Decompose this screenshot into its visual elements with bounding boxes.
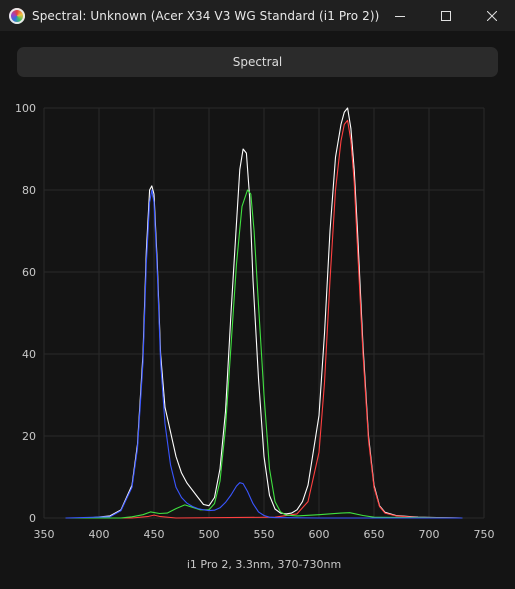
close-icon	[487, 10, 497, 21]
x-tick-label: 700	[419, 528, 440, 541]
chart-series	[65, 107, 463, 519]
series-line-0	[65, 107, 463, 519]
x-tick-label: 750	[474, 528, 495, 541]
y-tick-label: 60	[22, 266, 36, 279]
x-tick-label: 450	[144, 528, 165, 541]
maximize-button[interactable]	[423, 0, 469, 31]
y-axis-ticks: 0 20 40 60 80 100	[15, 102, 36, 525]
y-tick-label: 20	[22, 430, 36, 443]
close-button[interactable]	[469, 0, 515, 31]
minimize-button[interactable]	[377, 0, 423, 31]
maximize-icon	[441, 10, 451, 21]
window-controls	[377, 0, 515, 31]
x-tick-label: 500	[199, 528, 220, 541]
spectral-chart: 0 20 40 60 80 100 350 400 450 500 550 600 650 700 750…	[15, 102, 495, 571]
series-line-2	[65, 189, 463, 519]
y-tick-label: 80	[22, 184, 36, 197]
x-tick-label: 400	[89, 528, 110, 541]
spectral-button[interactable]: Spectral	[17, 47, 498, 77]
y-tick-label: 100	[15, 102, 36, 115]
y-tick-label: 0	[29, 512, 36, 525]
title-bar[interactable]: Spectral: Unknown (Acer X34 V3 WG Standa…	[0, 0, 515, 31]
x-tick-label: 600	[309, 528, 330, 541]
minimize-icon	[395, 15, 405, 17]
spectral-app-icon	[9, 7, 25, 24]
series-line-1	[65, 119, 463, 519]
x-axis-ticks: 350 400 450 500 550 600 650 700 750	[34, 528, 495, 541]
x-tick-label: 350	[34, 528, 55, 541]
window-title: Spectral: Unknown (Acer X34 V3 WG Standa…	[32, 8, 380, 23]
x-axis-label: i1 Pro 2, 3.3nm, 370-730nm	[187, 558, 341, 571]
y-tick-label: 40	[22, 348, 36, 361]
x-tick-label: 550	[254, 528, 275, 541]
series-line-3	[65, 189, 463, 519]
x-tick-label: 650	[364, 528, 385, 541]
